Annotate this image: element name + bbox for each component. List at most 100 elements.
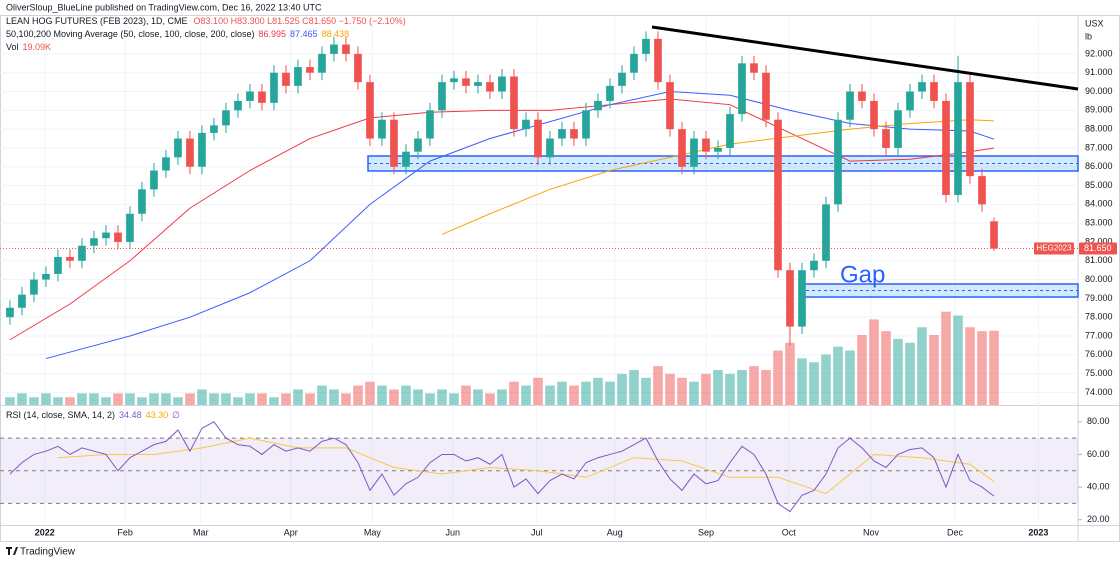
candle-body bbox=[6, 307, 14, 318]
candle-body bbox=[522, 119, 530, 130]
x-tick-label: Sep bbox=[698, 527, 714, 537]
x-tick-label: Jun bbox=[446, 527, 461, 537]
volume-bar bbox=[137, 397, 147, 405]
candle-body bbox=[282, 72, 290, 86]
brand-name: TradingView bbox=[20, 547, 76, 558]
volume-bar bbox=[677, 377, 687, 405]
y-tick-label: 91.000 bbox=[1085, 67, 1113, 77]
rsi-header: RSI (14, close, SMA, 14, 2) 34.48 43.30 ∅ bbox=[6, 410, 180, 420]
candle-body bbox=[126, 213, 134, 242]
candle-body bbox=[906, 91, 914, 111]
x-tick-label: Nov bbox=[863, 527, 880, 537]
x-tick-label: Oct bbox=[782, 527, 797, 537]
volume-bar bbox=[209, 393, 219, 405]
volume-bar bbox=[545, 385, 555, 405]
volume-bar bbox=[833, 346, 843, 405]
x-tick-label: Apr bbox=[284, 527, 298, 537]
y-tick-label: 85.000 bbox=[1085, 180, 1113, 190]
volume-bar bbox=[773, 350, 783, 405]
rsi-signal-value: 43.30 bbox=[146, 410, 169, 420]
volume-bar bbox=[401, 385, 411, 405]
volume-bar bbox=[173, 397, 183, 405]
volume-bar bbox=[581, 381, 591, 405]
volume-bar bbox=[605, 381, 615, 405]
volume-bar bbox=[929, 335, 939, 405]
volume-bar bbox=[185, 393, 195, 405]
volume-bar bbox=[761, 370, 771, 405]
volume-bar bbox=[29, 397, 39, 405]
candle-body bbox=[642, 38, 650, 54]
x-tick-label: May bbox=[364, 527, 382, 537]
y-tick-label: 79.000 bbox=[1085, 293, 1113, 303]
moving-average bbox=[45, 91, 995, 360]
candle-body bbox=[582, 110, 590, 139]
candle-body bbox=[510, 76, 518, 130]
y-tick-label: 78.000 bbox=[1085, 312, 1113, 322]
candle-body bbox=[306, 67, 314, 73]
x-tick-label: Jul bbox=[531, 527, 543, 537]
candle-body bbox=[630, 53, 638, 73]
candle-body bbox=[390, 119, 398, 167]
ma-value: 88.438 bbox=[322, 29, 350, 39]
candle-body bbox=[666, 82, 674, 130]
volume-bar bbox=[785, 342, 795, 405]
published-note: OliverSloup_BlueLine published on Tradin… bbox=[6, 2, 322, 12]
volume-bar bbox=[17, 393, 27, 405]
volume-bar bbox=[881, 331, 891, 405]
volume-bar bbox=[293, 389, 303, 405]
volume-bar bbox=[521, 385, 531, 405]
candle-body bbox=[978, 176, 986, 205]
ma-value: 87.465 bbox=[290, 29, 318, 39]
candle-body bbox=[150, 170, 158, 190]
ma-value: 86.995 bbox=[259, 29, 287, 39]
rsi-extra: ∅ bbox=[172, 410, 180, 420]
candle-body bbox=[354, 53, 362, 83]
volume-bar bbox=[281, 393, 291, 405]
volume-bar bbox=[917, 327, 927, 405]
volume-bar bbox=[941, 311, 951, 405]
price-tag-label: 81.650 bbox=[1084, 243, 1112, 253]
volume-bar bbox=[641, 377, 651, 405]
volume-bar bbox=[197, 389, 207, 405]
candle-body bbox=[450, 78, 458, 83]
candle-body bbox=[486, 82, 494, 92]
candle-body bbox=[690, 138, 698, 167]
candle-body bbox=[342, 44, 350, 54]
volume-bar bbox=[821, 354, 831, 405]
volume-bar bbox=[53, 397, 63, 405]
candle-body bbox=[318, 53, 326, 73]
trend-line bbox=[651, 25, 1079, 91]
candle-body bbox=[726, 114, 734, 148]
candle-body bbox=[30, 279, 38, 295]
candle-body bbox=[942, 100, 950, 195]
candle-body bbox=[594, 100, 602, 111]
header-line: LEAN HOG FUTURES (FEB 2023), 1D, CME O83.… bbox=[6, 16, 406, 26]
candle-body bbox=[426, 110, 434, 139]
volume-bar bbox=[245, 393, 255, 405]
y-tick-label: 92.000 bbox=[1085, 48, 1113, 58]
candle-body bbox=[414, 138, 422, 152]
candle-body bbox=[894, 110, 902, 148]
y-tick-label: 81.000 bbox=[1085, 255, 1113, 265]
vol-header: Vol 19.09K bbox=[6, 42, 51, 52]
candle-body bbox=[438, 82, 446, 111]
candle-body bbox=[714, 147, 722, 152]
candle-body bbox=[882, 129, 890, 148]
candle-body bbox=[618, 72, 626, 86]
candle-body bbox=[54, 257, 62, 274]
volume-bar bbox=[413, 389, 423, 405]
volume-bar bbox=[845, 350, 855, 405]
volume-bar bbox=[713, 370, 723, 405]
candle-body bbox=[702, 138, 710, 152]
rsi-tick-label: 40.00 bbox=[1087, 481, 1110, 491]
x-tick-label: 2023 bbox=[1028, 527, 1048, 537]
volume-bar bbox=[317, 385, 327, 405]
volume bbox=[5, 311, 999, 405]
candle-body bbox=[858, 91, 866, 101]
y-tick-label: 90.000 bbox=[1085, 86, 1113, 96]
volume-bar bbox=[905, 342, 915, 405]
rsi-tick-label: 80.00 bbox=[1087, 416, 1110, 426]
rsi-signal bbox=[57, 437, 995, 495]
volume-bar bbox=[389, 389, 399, 405]
volume-bar bbox=[749, 366, 759, 405]
